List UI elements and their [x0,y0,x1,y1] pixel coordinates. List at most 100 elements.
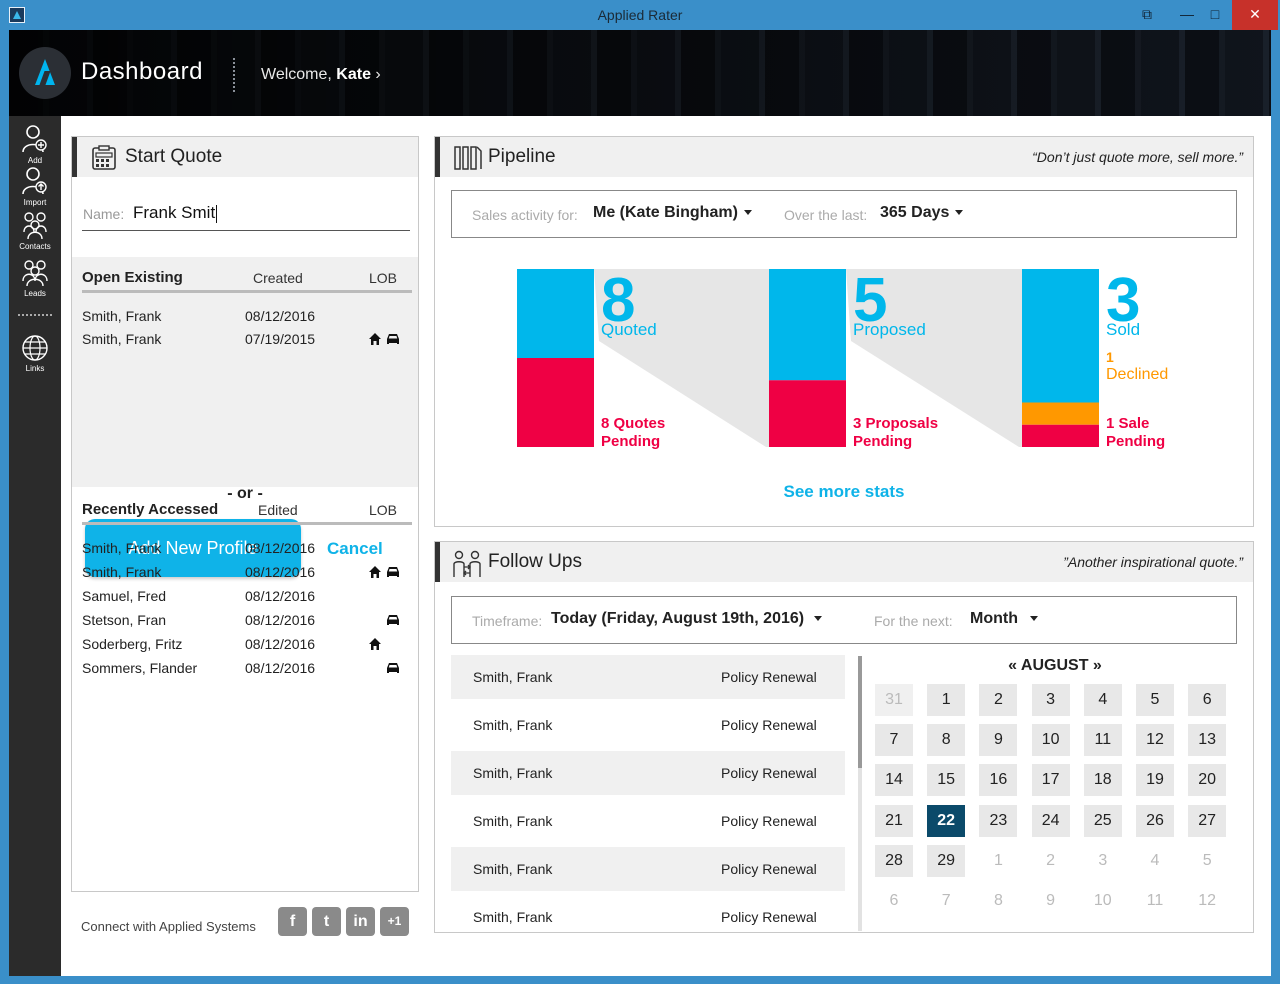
calendar-day[interactable]: 22 [927,804,966,837]
calendar-day[interactable]: 7 [927,885,966,917]
calendar-day[interactable]: 1 [979,844,1018,877]
stage-bar-total[interactable] [1022,269,1099,403]
list-item[interactable]: Soderberg, Fritz 08/12/2016 [82,633,412,655]
follow-ups-scroll-thumb[interactable] [858,656,862,768]
list-item[interactable]: Smith, Frank 08/12/2016 [82,305,412,327]
calendar-day[interactable]: 17 [1031,764,1070,797]
follow-up-row[interactable]: Smith, Frank Policy Renewal [451,847,845,891]
calendar-day[interactable]: 23 [979,804,1018,837]
minimize-button[interactable]: — [1180,6,1194,22]
calendar-day[interactable]: 8 [979,885,1018,917]
list-item[interactable]: Smith, Frank 08/12/2016 [82,561,412,583]
close-button[interactable]: ✕ [1232,0,1278,30]
stage-label: Sold [1106,320,1140,339]
calendar-day[interactable]: 19 [1136,764,1174,797]
calendar-day[interactable]: 8 [927,724,966,757]
calendar-day[interactable]: 12 [1136,724,1174,757]
stage-bar-pending[interactable] [517,358,594,447]
calendar-day[interactable]: 4 [1136,844,1174,877]
calendar-day[interactable]: 18 [1083,764,1122,797]
calendar-day[interactable]: 2 [1031,844,1070,877]
list-item[interactable]: Smith, Frank 07/19/2015 [82,328,412,350]
facebook-icon[interactable]: f [278,907,307,936]
calendar-day[interactable]: 5 [1136,684,1174,716]
calendar-day[interactable]: 16 [979,764,1018,797]
calendar-day[interactable]: 5 [1188,844,1227,877]
cancel-button[interactable]: Cancel [327,539,383,558]
calendar-day[interactable]: 29 [927,844,966,877]
calendar-day[interactable]: 1 [927,684,966,716]
timeframe-dropdown[interactable]: Today (Friday, August 19th, 2016) [551,610,823,628]
sales-activity-dropdown[interactable]: Me (Kate Bingham) [593,204,752,222]
name-input[interactable]: Name: Frank Smit [82,203,410,231]
nav-leads[interactable]: Leads [9,257,61,298]
row-date: 08/12/2016 [245,308,316,324]
calendar-day[interactable]: 9 [979,724,1018,757]
list-item[interactable]: Smith, Frank 08/12/2016 [82,537,412,559]
calendar-day[interactable]: 14 [875,764,913,797]
calendar-day[interactable]: 27 [1188,804,1227,837]
calendar-day[interactable]: 6 [875,885,913,917]
stage-bar-total[interactable] [517,269,594,358]
google-plus-icon[interactable]: +1 [380,907,409,936]
calendar-day[interactable]: 28 [875,844,913,877]
calendar-day[interactable]: 21 [875,804,913,837]
lob-column-header[interactable]: LOB [369,270,398,286]
follow-up-row[interactable]: Smith, Frank Policy Renewal [451,751,845,795]
calendar-day[interactable]: 11 [1083,724,1122,757]
maximize-button[interactable]: □ [1210,6,1220,22]
nav-contacts[interactable]: Contacts [9,210,61,251]
follow-up-row[interactable]: Smith, Frank Policy Renewal [451,895,845,931]
calendar-day[interactable]: 12 [1188,885,1227,917]
calendar-day[interactable]: 25 [1083,804,1122,837]
lob-column-header[interactable]: LOB [369,502,398,518]
follow-up-row[interactable]: Smith, Frank Policy Renewal [451,655,845,699]
chevron-down-icon [1029,616,1038,622]
calendar-day[interactable]: 3 [1031,684,1070,716]
calendar-day[interactable]: 2 [979,684,1018,716]
calendar-day[interactable]: 11 [1136,885,1174,917]
for-the-next-dropdown[interactable]: Month [970,610,1038,628]
calendar-day[interactable]: 7 [875,724,913,757]
calendar-day[interactable]: 3 [1083,844,1122,877]
calendar-day[interactable]: 24 [1031,804,1070,837]
list-item[interactable]: Samuel, Fred 08/12/2016 [82,585,412,607]
lob-icons [386,611,404,627]
calendar-day[interactable]: 15 [927,764,966,797]
follow-up-row[interactable]: Smith, Frank Policy Renewal [451,799,845,843]
stage-bar-total[interactable] [769,269,846,381]
calendar-day[interactable]: 31 [875,684,913,716]
twitter-icon[interactable]: t [312,907,341,936]
welcome-menu[interactable]: Welcome, Kate › [261,66,381,84]
created-column-header[interactable]: Created [253,270,303,286]
follow-ups-list[interactable]: Smith, Frank Policy Renewal Smith, Frank Po… [451,655,845,931]
stage-bar-pending[interactable] [769,380,846,447]
calendar-day[interactable]: 26 [1136,804,1174,837]
add-new-profile-button[interactable]: Add New Profile [85,519,301,577]
linkedin-icon[interactable]: in [346,907,375,936]
list-item[interactable]: Stetson, Fran 08/12/2016 [82,609,412,631]
stage-bar-declined[interactable] [1022,402,1099,425]
nav-links[interactable]: Links [9,334,61,373]
calendar-day[interactable]: 10 [1031,724,1070,757]
calendar-day[interactable]: 20 [1188,764,1227,797]
calendar-day[interactable]: 4 [1083,684,1122,716]
calendar-day[interactable]: 9 [1031,885,1070,917]
follow-up-row[interactable]: Smith, Frank Policy Renewal [451,703,845,747]
over-the-last-dropdown[interactable]: 365 Days [880,204,964,222]
list-item[interactable]: Sommers, Flander 08/12/2016 [82,657,412,679]
calendar-day[interactable]: 6 [1188,684,1227,716]
stage-bar-pending[interactable] [1022,424,1099,447]
nav-add[interactable]: Add [9,124,61,165]
restore-icon[interactable]: ⧉ [1142,6,1152,22]
calendar-month-nav[interactable]: « AUGUST » [1008,657,1102,674]
calendar-day[interactable]: 10 [1083,885,1122,917]
see-more-stats-link[interactable]: See more stats [783,482,905,501]
edited-column-header[interactable]: Edited [258,502,298,518]
applied-logo[interactable] [19,47,71,99]
calendar-day[interactable]: 13 [1188,724,1227,757]
follow-up-type: Policy Renewal [721,717,817,733]
follow-ups-scrollbar[interactable] [858,656,862,931]
text-caret [216,204,218,223]
nav-import[interactable]: Import [9,166,61,207]
